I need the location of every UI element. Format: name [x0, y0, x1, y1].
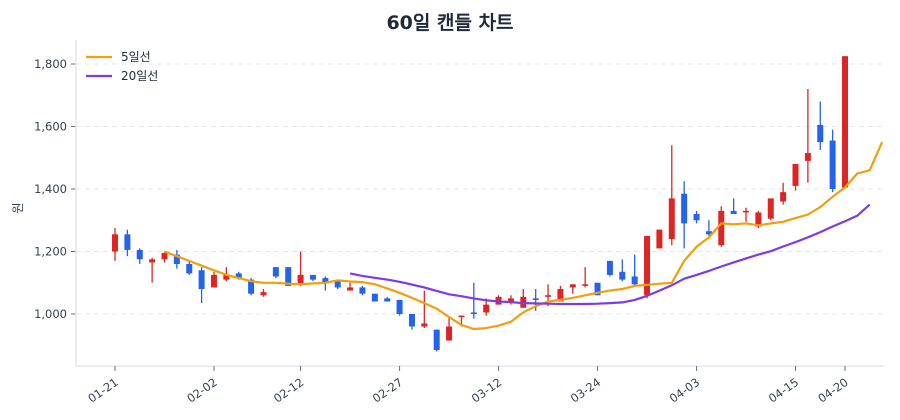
- candle: [112, 228, 118, 261]
- candle: [582, 267, 589, 288]
- candle: [520, 289, 527, 308]
- candle: [619, 259, 626, 282]
- candle: [433, 329, 440, 352]
- candle: [730, 198, 737, 214]
- candle: [124, 229, 131, 257]
- y-tick-label: 1,000: [34, 307, 67, 321]
- candle: [495, 295, 502, 305]
- candle: [644, 235, 651, 299]
- candle: [804, 89, 811, 183]
- candle: [186, 260, 193, 275]
- candle: [421, 290, 428, 329]
- chart-title: 60일 캔들 차트: [386, 12, 514, 34]
- candle: [260, 289, 267, 297]
- candle: [149, 257, 156, 283]
- candle: [718, 206, 725, 247]
- x-tick-label: 04-15: [766, 375, 801, 406]
- candle: [272, 267, 279, 279]
- candle: [210, 271, 217, 288]
- x-tick-label: 04-20: [815, 375, 850, 406]
- candle: [656, 229, 663, 249]
- y-tick-label: 1,200: [34, 245, 67, 259]
- candle: [631, 254, 638, 286]
- candle: [681, 181, 688, 249]
- legend-label: 20일선: [121, 69, 158, 83]
- y-axis-label: 원: [11, 202, 25, 213]
- candle: [198, 267, 205, 304]
- candle: [173, 249, 180, 269]
- x-tick-label: 04-03: [667, 375, 702, 406]
- x-tick-label: 03-12: [469, 375, 504, 406]
- candle: [408, 314, 415, 330]
- x-tick-label: 02-02: [184, 375, 219, 406]
- candle: [384, 296, 391, 302]
- candle: [309, 274, 316, 282]
- legend-label: 5일선: [121, 50, 151, 64]
- candle: [792, 164, 799, 191]
- candle: [347, 282, 354, 291]
- candle: [446, 317, 453, 341]
- candle: [829, 129, 836, 193]
- candle: [359, 285, 366, 296]
- x-tick-label: 02-27: [370, 375, 405, 406]
- candle: [693, 210, 700, 224]
- y-tick-label: 1,400: [34, 182, 67, 196]
- candle: [569, 284, 576, 294]
- x-tick-label: 03-24: [568, 375, 603, 406]
- candle: [780, 182, 787, 205]
- candle: [136, 248, 143, 264]
- y-tick-label: 1,800: [34, 57, 67, 71]
- y-tick-label: 1,600: [34, 120, 67, 134]
- ma-line: [349, 203, 871, 306]
- ma-line: [164, 141, 884, 331]
- candle: [842, 56, 848, 188]
- candle: [371, 293, 378, 302]
- candle: [334, 281, 341, 289]
- candle: [767, 198, 774, 221]
- candle: [668, 145, 675, 246]
- x-tick-label: 02-12: [271, 375, 306, 406]
- candle: [470, 282, 477, 319]
- candle: [606, 260, 613, 277]
- candle: [297, 251, 304, 286]
- candle: [161, 251, 168, 263]
- candle: [743, 207, 750, 222]
- x-tick-label: 01-21: [85, 375, 120, 406]
- candle: [396, 299, 403, 316]
- candle: [817, 101, 824, 150]
- candle: [705, 220, 712, 236]
